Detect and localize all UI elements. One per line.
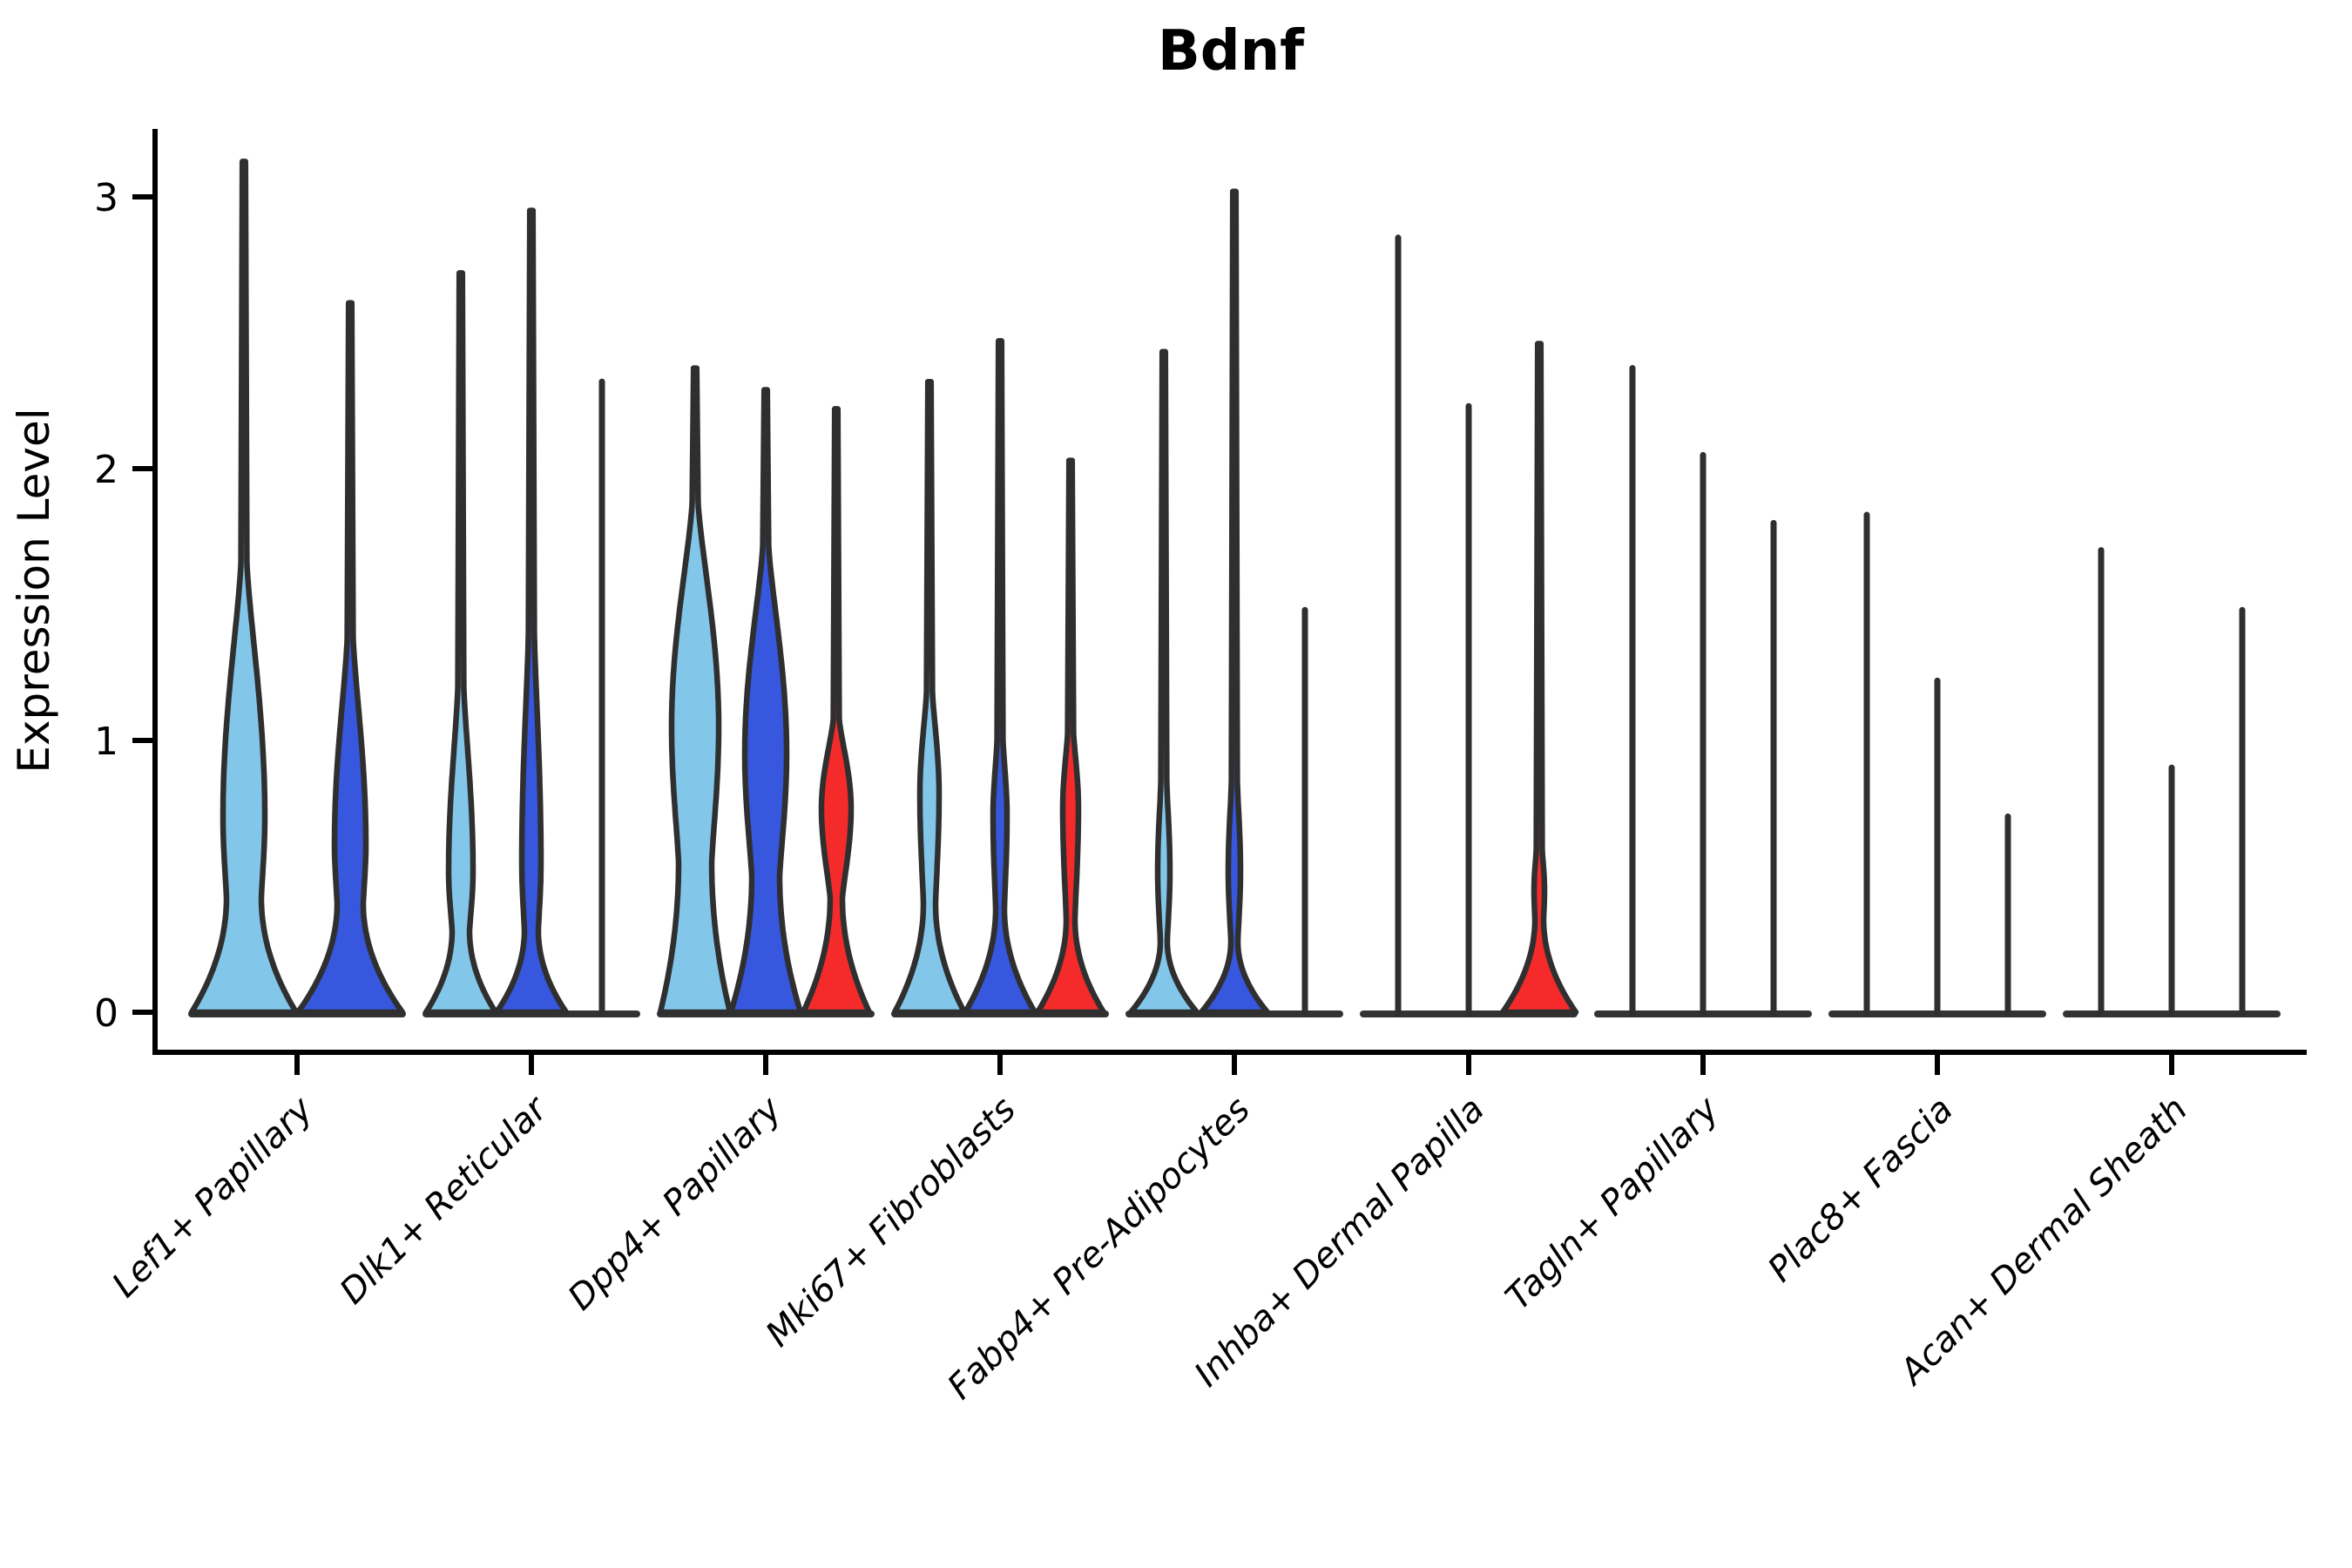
x-category-label-8: Plac8+ Fascia [1761,1090,1961,1290]
violin-dlk1-split-2-blue [493,207,570,1016]
violin-fabp4-split-1-lightblue [1127,348,1200,1016]
violin-dpp4-split-1-lightblue [657,365,733,1016]
y-tick-label: 3 [94,176,118,220]
x-category-label-4: Mki67+ Fibroblasts [758,1090,1024,1355]
y-tick-label: 0 [94,991,118,1036]
violin-dpp4-split-2-blue [727,387,804,1016]
violin-lef1-split-1-lightblue [188,159,300,1016]
x-category-label-7: Tagln+ Papillary [1498,1089,1727,1318]
violin-mki67-split-2-blue [962,338,1038,1016]
violin-mki67-split-3-red [1034,457,1107,1016]
violin-lef1-split-2-blue [294,300,406,1016]
y-tick-label: 2 [94,448,118,492]
violin-dlk1-split-1-lightblue [422,270,499,1016]
x-category-label-3: Dpp4+ Papillary [561,1089,790,1318]
x-category-label-2: Dlk1+ Reticular [333,1088,557,1312]
violin-inhba-split-3-red [1499,341,1579,1016]
x-category-label-1: Lef1+ Papillary [105,1089,321,1306]
chart-title: Bdnf [1158,19,1304,84]
violin-dpp4-split-3-red [800,406,873,1016]
violin-mki67-split-1-lightblue [891,378,968,1016]
y-axis-label: Expression Level [9,408,59,773]
y-tick-label: 1 [94,720,118,764]
violin-fabp4-split-2-blue [1198,188,1271,1016]
